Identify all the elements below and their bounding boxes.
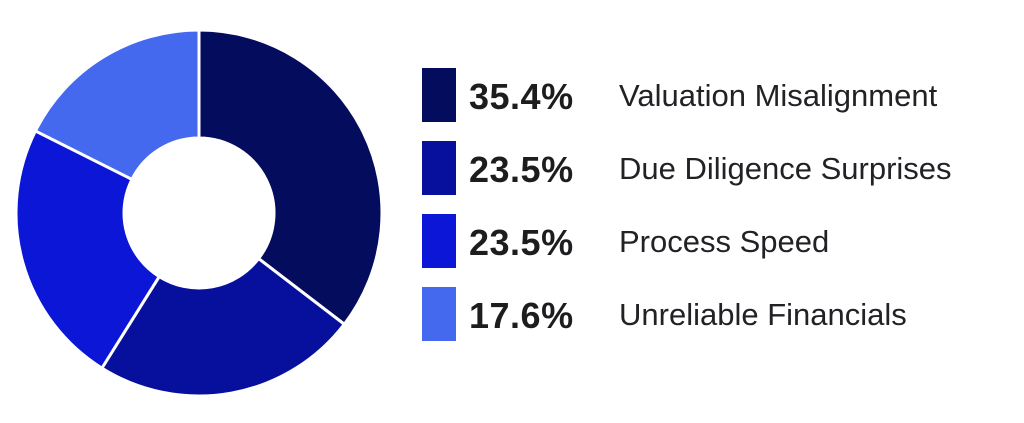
chart-legend: 35.4% Valuation Misalignment 23.5% Due D… — [422, 68, 1012, 360]
legend-swatch — [422, 214, 456, 268]
legend-swatch — [422, 68, 456, 122]
donut-slice-unreliable-financials — [33, 28, 201, 181]
legend-percent: 35.4% — [469, 76, 574, 117]
donut-slice-due-diligence-surprises — [100, 257, 346, 398]
legend-item-process-speed: 23.5% Process Speed — [422, 214, 1012, 268]
donut-slice-process-speed — [14, 129, 161, 370]
legend-swatch — [422, 141, 456, 195]
legend-item-valuation-misalignment: 35.4% Valuation Misalignment — [422, 68, 1012, 122]
legend-percent: 23.5% — [469, 222, 574, 263]
legend-swatch — [422, 287, 456, 341]
legend-label: Valuation Misalignment — [619, 78, 938, 113]
legend-percent: 17.6% — [469, 295, 574, 336]
legend-item-unreliable-financials: 17.6% Unreliable Financials — [422, 287, 1012, 341]
donut-chart — [14, 28, 384, 398]
legend-item-due-diligence-surprises: 23.5% Due Diligence Surprises — [422, 141, 1012, 195]
legend-label: Process Speed — [619, 224, 830, 259]
legend-label: Unreliable Financials — [619, 297, 907, 332]
legend-label: Due Diligence Surprises — [619, 151, 952, 186]
legend-percent: 23.5% — [469, 149, 574, 190]
donut-slice-valuation-misalignment — [197, 28, 384, 326]
